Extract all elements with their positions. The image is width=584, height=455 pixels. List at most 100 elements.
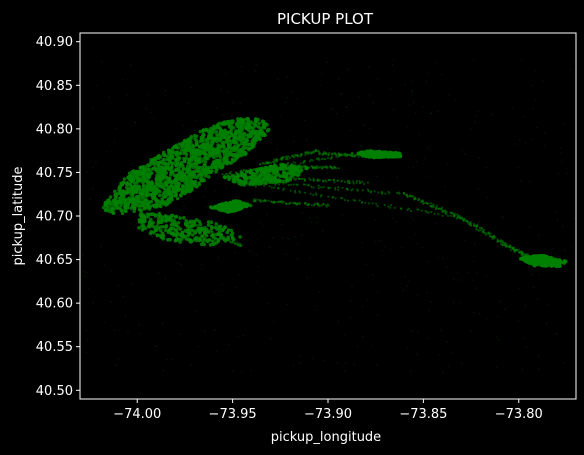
pickup-point	[254, 185, 257, 188]
pickup-point	[430, 210, 433, 214]
pickup-point	[517, 255, 520, 257]
pickup-point	[146, 180, 150, 184]
pickup-point	[471, 279, 474, 282]
pickup-point	[155, 175, 159, 180]
pickup-point	[380, 192, 383, 195]
pickup-point	[444, 211, 447, 215]
pickup-point	[92, 187, 94, 190]
pickup-point	[230, 235, 235, 240]
pickup-point	[359, 181, 362, 184]
pickup-point	[197, 165, 202, 170]
pickup-point	[282, 200, 285, 203]
pickup-point	[308, 216, 311, 219]
pickup-point	[208, 154, 212, 158]
pickup-point	[290, 170, 295, 174]
pickup-point	[287, 184, 290, 187]
pickup-point	[215, 167, 219, 171]
pickup-point	[341, 154, 344, 157]
pickup-point	[307, 183, 311, 187]
pickup-point	[321, 157, 324, 161]
pickup-point	[299, 168, 304, 172]
pickup-point	[376, 175, 378, 178]
pickup-point	[377, 313, 379, 316]
pickup-point	[450, 352, 453, 354]
pickup-point	[341, 214, 344, 216]
pickup-point	[264, 176, 267, 179]
pickup-point	[327, 147, 329, 150]
pickup-point	[100, 61, 103, 63]
pickup-point	[242, 131, 247, 136]
pickup-point	[312, 193, 315, 196]
pickup-point	[461, 217, 464, 220]
pickup-point	[532, 286, 535, 289]
pickup-point	[221, 204, 226, 208]
pickup-point	[376, 290, 379, 293]
pickup-point	[120, 182, 124, 186]
pickup-point	[255, 280, 257, 283]
pickup-point	[137, 226, 141, 230]
pickup-point	[365, 263, 368, 266]
pickup-point	[270, 186, 273, 189]
pickup-point	[278, 175, 282, 178]
pickup-point	[542, 264, 546, 268]
y-tick-label: 40.65	[36, 253, 73, 268]
pickup-point	[251, 141, 255, 146]
pickup-point	[534, 69, 536, 72]
pickup-point	[344, 153, 347, 156]
pickup-point	[287, 237, 289, 240]
pickup-point	[327, 195, 330, 198]
pickup-point	[330, 157, 333, 160]
y-axis: 40.50 40.55 40.60 40.65 40.70 40.75 40.80 40.85…	[36, 35, 80, 399]
pickup-point	[179, 333, 181, 336]
x-tick-label: −73.85	[399, 407, 447, 422]
pickup-point	[238, 242, 242, 245]
pickup-point	[146, 184, 150, 189]
pickup-point	[216, 150, 221, 155]
pickup-point	[288, 176, 292, 180]
pickup-point	[92, 107, 94, 109]
pickup-point	[376, 205, 379, 208]
pickup-point	[211, 231, 214, 234]
pickup-point	[266, 213, 268, 216]
pickup-point	[389, 206, 392, 209]
pickup-point	[333, 181, 336, 184]
pickup-point	[189, 171, 193, 176]
pickup-point	[348, 181, 351, 184]
pickup-point	[229, 241, 232, 244]
pickup-point	[308, 151, 311, 154]
pickup-point	[560, 152, 562, 154]
pickup-point	[444, 185, 446, 188]
pickup-point	[187, 145, 192, 149]
pickup-point	[308, 177, 311, 180]
pickup-point	[264, 199, 267, 202]
pickup-point	[317, 151, 321, 154]
pickup-point	[432, 206, 435, 209]
pickup-point	[204, 229, 207, 232]
pickup-point	[203, 226, 207, 230]
pickup-point	[473, 311, 475, 314]
pickup-point	[175, 196, 180, 201]
pickup-point	[295, 98, 298, 100]
pickup-point	[176, 158, 181, 162]
pickup-point	[262, 126, 267, 130]
pickup-point	[555, 258, 560, 263]
pickup-point	[254, 70, 257, 72]
pickup-point	[231, 199, 236, 204]
pickup-point	[406, 285, 409, 287]
pickup-point	[233, 152, 237, 157]
pickup-point	[354, 155, 357, 158]
pickup-point	[418, 198, 421, 201]
pickup-point	[321, 230, 324, 232]
pickup-point	[184, 175, 189, 179]
pickup-point	[260, 130, 264, 135]
pickup-point	[360, 145, 363, 147]
pickup-point	[543, 131, 546, 134]
pickup-point	[284, 101, 287, 104]
pickup-point	[421, 246, 424, 249]
pickup-point	[193, 223, 196, 226]
pickup-point	[416, 243, 418, 245]
pickup-point	[430, 206, 433, 209]
pickup-point	[460, 362, 463, 365]
pickup-point	[411, 80, 414, 83]
